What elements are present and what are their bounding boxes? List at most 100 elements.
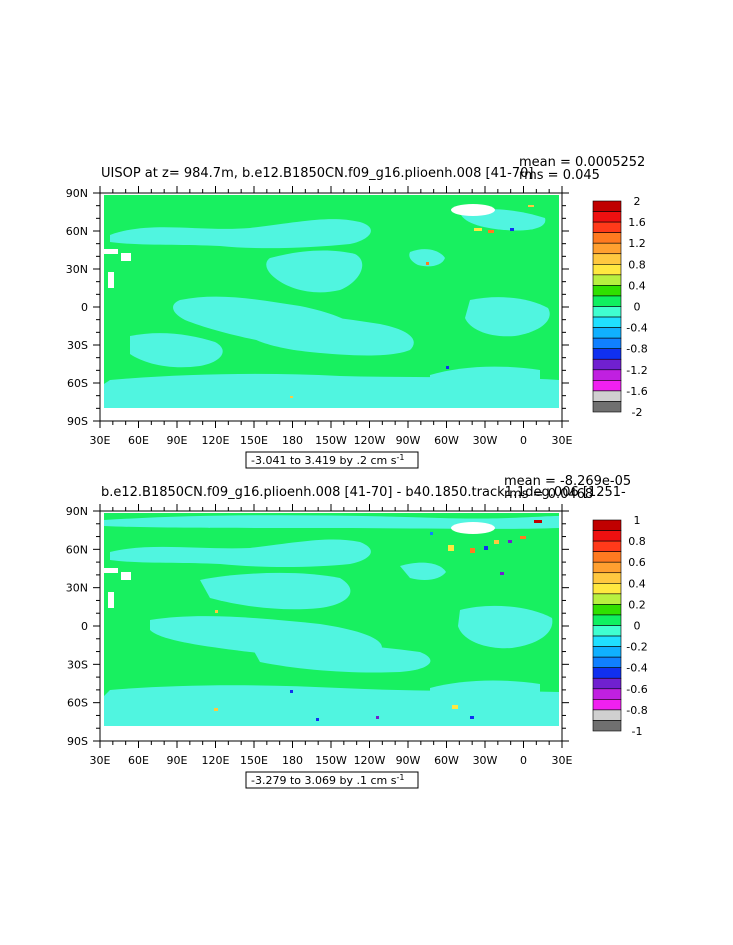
colorbar-1: 2 1.6 1.2 0.8 0.4 0 -0.4 -0.8 -1.2 -1.6 -2 xyxy=(592,195,648,419)
colorbar-label: -0.8 xyxy=(626,343,647,356)
x-tick-label: 120E xyxy=(202,434,230,447)
colorbar-swatch xyxy=(592,221,622,233)
colorbar-label: -2 xyxy=(632,406,643,419)
colorbar-swatch xyxy=(592,625,622,637)
colorbar-label: 0 xyxy=(634,301,641,314)
colorbar-label: 1.2 xyxy=(628,237,646,250)
x-tick-label: 30W xyxy=(473,434,498,447)
colorbar-swatch xyxy=(592,200,622,212)
x-tick-label: 150E xyxy=(240,434,268,447)
panel-1: 30E 60E 90E 120E 150E 180 150W 120W 90W 60W 30W 0 30… xyxy=(66,155,648,469)
colorbar-swatch xyxy=(592,519,622,531)
colorbar-label: 0.6 xyxy=(628,556,646,569)
colorbar-swatch xyxy=(592,635,622,647)
colorbar-swatch xyxy=(592,699,622,711)
x-tick-label: 90E xyxy=(167,434,188,447)
map-1 xyxy=(100,193,562,421)
colorbar-swatch xyxy=(592,646,622,658)
y-tick-label: 90N xyxy=(66,187,88,200)
colorbar-swatch xyxy=(592,337,622,349)
colorbar-swatch xyxy=(592,401,622,413)
panel-2-rms: rms = 0.0468 xyxy=(504,487,593,502)
colorbar-label: 0.4 xyxy=(628,279,646,292)
y-tick-label: 30N xyxy=(66,582,88,595)
colorbar-swatch xyxy=(592,593,622,605)
colorbar-swatch xyxy=(592,253,622,265)
x-tick-label: 60W xyxy=(434,754,459,767)
panel-1-rms: rms = 0.045 xyxy=(519,168,600,183)
colorbar-swatch xyxy=(592,530,622,542)
colorbar-swatch xyxy=(592,688,622,700)
colorbar-label: -1 xyxy=(632,725,643,738)
svg-text:-3.279 to 3.069 by .1 cm s-1: -3.279 to 3.069 by .1 cm s-1 xyxy=(251,773,404,787)
x-tick-label: 90W xyxy=(396,754,421,767)
colorbar-swatch xyxy=(592,572,622,584)
x-tick-label: 150W xyxy=(315,434,347,447)
y-tick-label: 60S xyxy=(67,377,88,390)
colorbar-label: 2 xyxy=(634,195,641,208)
colorbar-swatch xyxy=(592,667,622,679)
colorbar-swatch xyxy=(592,358,622,371)
colorbar-swatch xyxy=(592,242,622,255)
x-tick-label: 180 xyxy=(282,754,303,767)
x-tick-label: 30E xyxy=(90,754,111,767)
colorbar-swatch xyxy=(592,582,622,595)
x-tick-label: 90E xyxy=(167,754,188,767)
x-tick-label: 0 xyxy=(520,754,527,767)
map-2 xyxy=(100,511,562,741)
y-tick-label: 0 xyxy=(81,301,88,314)
colorbar-label: -0.4 xyxy=(626,322,647,335)
colorbar-label: -0.2 xyxy=(626,641,647,654)
panel-2-range-box: -3.279 to 3.069 by .1 cm s-1 xyxy=(245,771,419,789)
y-tick-label: 90S xyxy=(67,735,88,748)
y-tick-label: 0 xyxy=(81,620,88,633)
colorbar-swatch xyxy=(592,348,622,360)
colorbar-label: -1.2 xyxy=(626,364,647,377)
colorbar-label: 1.6 xyxy=(628,216,646,229)
panel-2-range: -3.279 to 3.069 by .1 cm s xyxy=(251,774,397,787)
y-tick-label: 60S xyxy=(67,697,88,710)
colorbar-label: 1 xyxy=(634,514,641,527)
colorbar-swatch xyxy=(592,316,622,328)
colorbar-swatch xyxy=(592,390,622,402)
colorbar-swatch xyxy=(592,285,622,297)
panel-1-range: -3.041 to 3.419 by .2 cm s xyxy=(251,454,397,467)
colorbar-label: -0.6 xyxy=(626,683,647,696)
x-tick-label: 60W xyxy=(434,434,459,447)
colorbar-swatch xyxy=(592,306,622,318)
colorbar-swatch xyxy=(592,211,622,223)
colorbar-swatch xyxy=(592,540,622,552)
y-tick-label: 90N xyxy=(66,505,88,518)
y-tick-label: 30N xyxy=(66,263,88,276)
panel-2: 30E 60E 90E 120E 150E 180 150W 120W 90W 60W 30W 0 30… xyxy=(66,474,648,789)
colorbar-swatch xyxy=(592,551,622,563)
colorbar-swatch xyxy=(592,380,622,392)
colorbar-swatch xyxy=(592,561,622,574)
x-tick-label: 30E xyxy=(552,754,573,767)
colorbar-label: -0.8 xyxy=(626,704,647,717)
x-tick-label: 180 xyxy=(282,434,303,447)
colorbar-swatch xyxy=(592,295,622,307)
panel-1-range-sup: -1 xyxy=(396,453,404,462)
x-tick-label: 120W xyxy=(354,434,386,447)
colorbar-swatch xyxy=(592,274,622,286)
panel-2-mean: mean = -8.269e-05 xyxy=(504,474,631,489)
y-tick-label: 30S xyxy=(67,339,88,352)
colorbar-label: 0.8 xyxy=(628,258,646,271)
colorbar-swatch xyxy=(592,614,622,626)
colorbar-swatch xyxy=(592,720,622,732)
colorbar-label: 0.4 xyxy=(628,577,646,590)
x-tick-label: 30E xyxy=(552,434,573,447)
colorbar-swatch xyxy=(592,263,622,276)
y-tick-label: 90S xyxy=(67,415,88,428)
panel-2-title: b.e12.B1850CN.f09_g16.plioenh.008 [41-70… xyxy=(101,485,626,500)
x-tick-label: 150W xyxy=(315,754,347,767)
colorbar-swatch xyxy=(592,327,622,339)
x-tick-label: 0 xyxy=(520,434,527,447)
x-tick-label: 90W xyxy=(396,434,421,447)
colorbar-2: 1 0.8 0.6 0.4 0.2 0 -0.2 -0.4 -0.6 -0.8 -1 xyxy=(592,514,648,738)
x-tick-label: 30E xyxy=(90,434,111,447)
x-tick-label: 60E xyxy=(128,434,149,447)
x-tick-label: 60E xyxy=(128,754,149,767)
